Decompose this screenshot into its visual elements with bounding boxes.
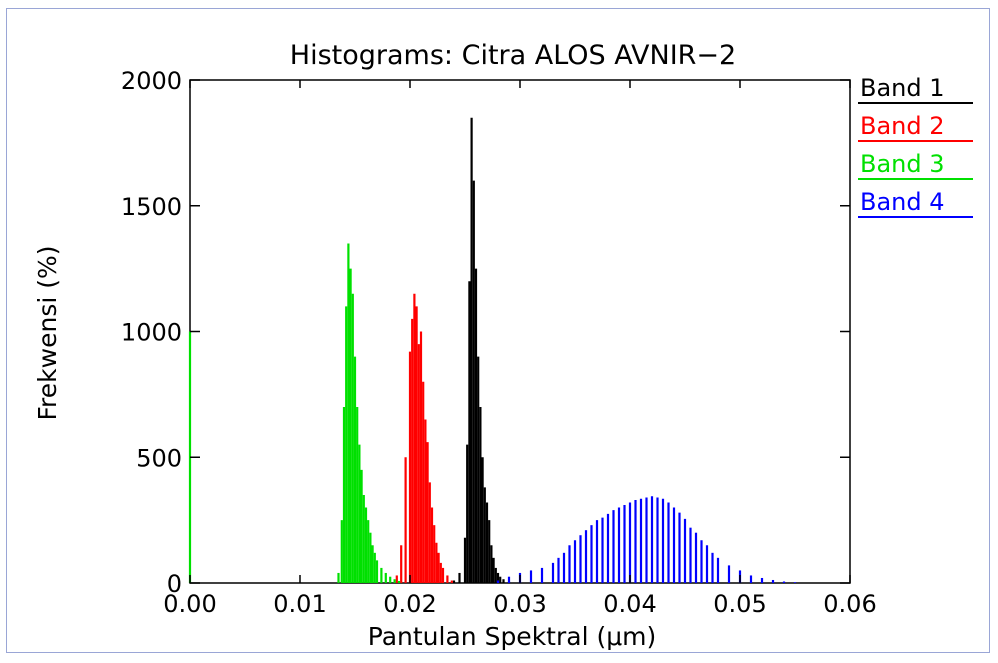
x-tick-label: 0.01: [273, 590, 326, 618]
legend-label: Band 4: [860, 188, 945, 216]
y-tick-label: 2000: [121, 67, 182, 95]
y-tick-label: 1000: [121, 319, 182, 347]
x-tick-label: 0.05: [713, 590, 766, 618]
x-axis-label: Pantulan Spektral (μm): [368, 622, 656, 651]
legend: Band 1 Band 2 Band 3 Band 4: [858, 74, 973, 218]
x-tick-label: 0.03: [493, 590, 546, 618]
legend-label: Band 2: [860, 112, 945, 140]
legend-label: Band 3: [860, 150, 945, 178]
series-3: [188, 243, 401, 583]
chart-frame: [6, 8, 990, 653]
y-axis-label: Frekwensi (%): [33, 246, 62, 421]
x-tick-label: 0.04: [603, 590, 656, 618]
x-tick-label: 0.02: [383, 590, 436, 618]
y-tick-label: 1500: [121, 193, 182, 221]
x-tick-label: 0.06: [823, 590, 876, 618]
axes-box: [189, 79, 851, 584]
series-1: [452, 117, 511, 583]
plot-area: [188, 79, 851, 584]
chart-title: Histograms: Citra ALOS AVNIR−2: [290, 40, 736, 71]
y-tick-label: 500: [136, 444, 182, 472]
series-2: [395, 293, 453, 583]
y-tick-label: 0: [167, 570, 182, 598]
x-tick-label: 0.00: [163, 590, 216, 618]
legend-label: Band 1: [860, 74, 945, 102]
axis-ticks: 0.00 0.01 0.02 0.03 0.04 0.05 0.06 0 500 1000 1500…: [121, 67, 877, 618]
series-4: [496, 496, 797, 583]
